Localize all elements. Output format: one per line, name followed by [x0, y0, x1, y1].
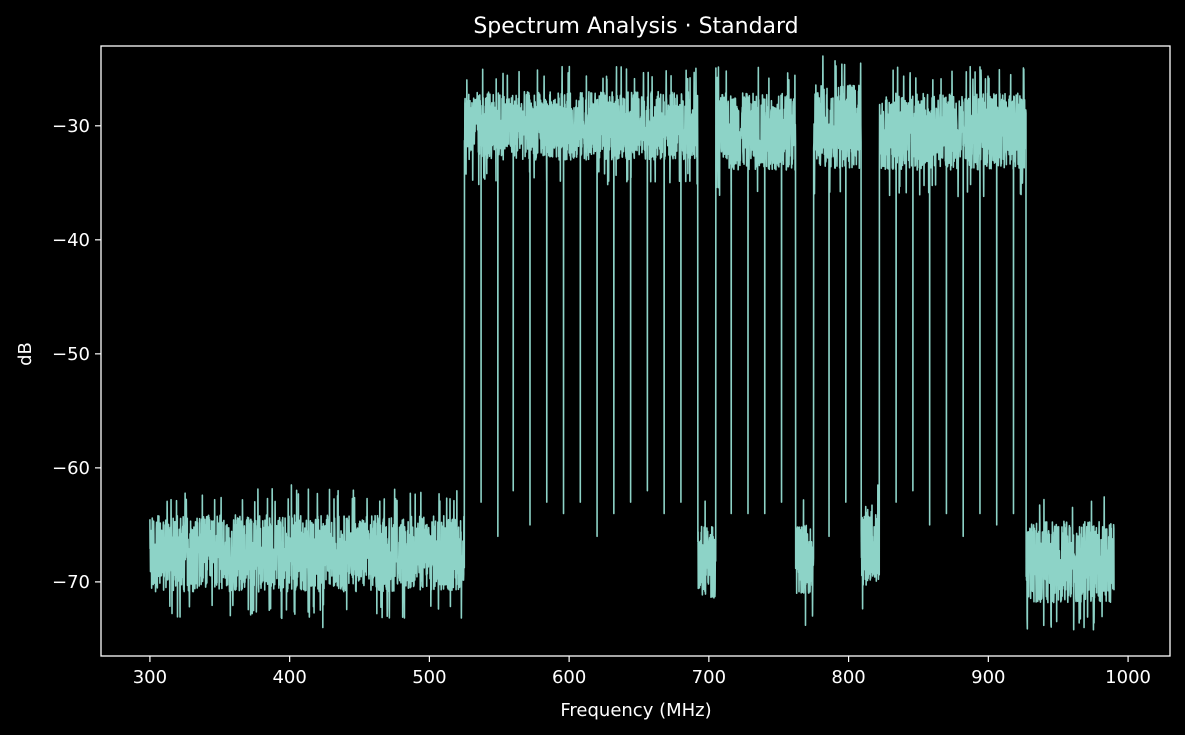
x-axis: 300 400 500 600 700 800 900 1000	[133, 656, 1151, 688]
axes-frame	[100, 45, 1171, 657]
y-tick-label: −40	[52, 230, 90, 251]
x-tick-label: 400	[272, 667, 306, 688]
y-tick-label: −70	[52, 572, 90, 593]
y-tick-label: −50	[52, 344, 90, 365]
x-tick-label: 900	[971, 667, 1005, 688]
y-axis-label: dB	[15, 342, 36, 366]
x-tick-label: 600	[552, 667, 586, 688]
chart-title: Spectrum Analysis · Standard	[473, 14, 798, 39]
plot-area	[149, 55, 1115, 631]
x-axis-label: Frequency (MHz)	[560, 700, 711, 721]
y-tick-label: −30	[52, 116, 90, 137]
x-tick-label: 500	[412, 667, 446, 688]
y-axis: −30 −40 −50 −60 −70	[52, 116, 101, 593]
x-tick-label: 1000	[1105, 667, 1151, 688]
spectrum-trace	[149, 55, 1115, 631]
x-tick-label: 700	[692, 667, 726, 688]
y-tick-label: −60	[52, 458, 90, 479]
x-tick-label: 800	[831, 667, 865, 688]
x-tick-label: 300	[133, 667, 167, 688]
